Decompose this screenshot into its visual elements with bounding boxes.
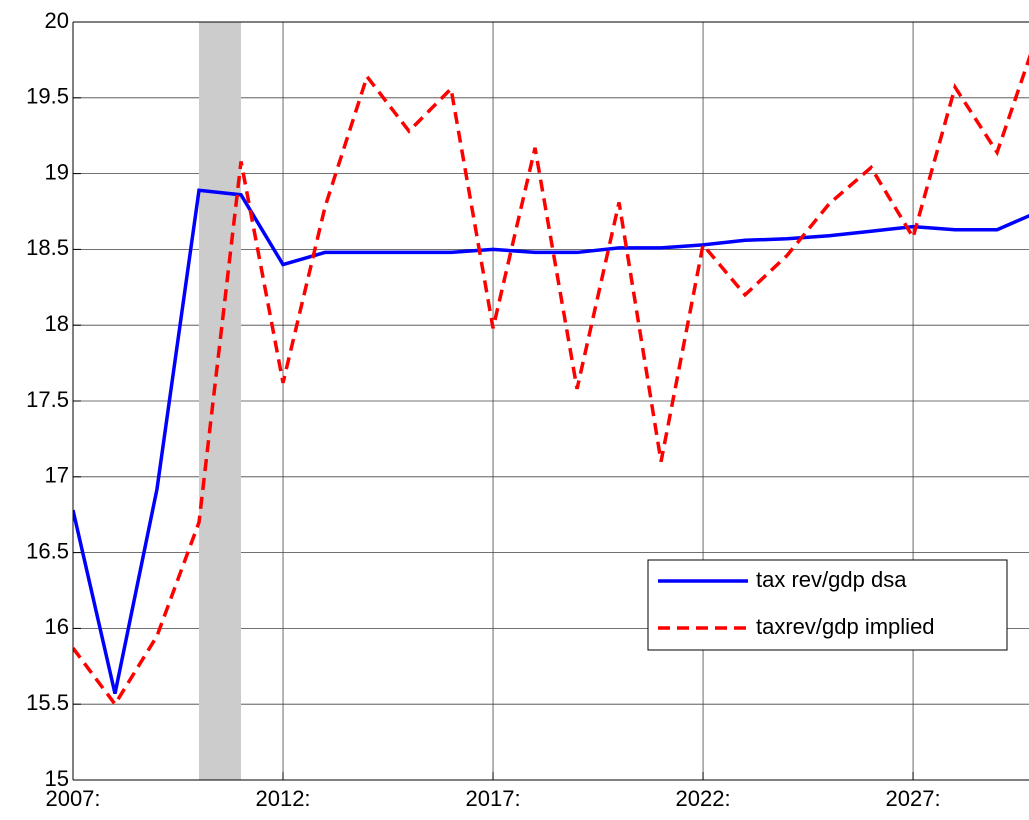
series-line	[73, 53, 1029, 708]
y-tick-label: 20	[45, 8, 69, 33]
y-tick-label: 19	[45, 159, 69, 184]
shaded-period	[199, 22, 242, 780]
plot-area	[73, 22, 1029, 780]
x-tick-label: 2012:	[255, 786, 310, 811]
y-tick-label: 16.5	[26, 538, 69, 563]
y-tick-label: 17.5	[26, 387, 69, 412]
axes: 15 15.5 16 16.5 17 17.5 18 18.5 19 19.5 20 2007: 201…	[26, 8, 1029, 811]
y-tick-label: 15	[45, 766, 69, 791]
x-tick-label: 2007:	[45, 786, 100, 811]
series-line	[73, 188, 1029, 694]
y-tick-label: 16	[45, 614, 69, 639]
y-tick-label: 18	[45, 311, 69, 336]
legend-label: tax rev/gdp dsa	[756, 567, 907, 592]
x-tick-label: 2027:	[886, 786, 941, 811]
y-tick-label: 19.5	[26, 84, 69, 109]
x-tick-label: 2022:	[676, 786, 731, 811]
x-tick-label: 2017:	[466, 786, 521, 811]
y-tick-label: 18.5	[26, 235, 69, 260]
legend-label: taxrev/gdp implied	[756, 614, 935, 639]
legend-box	[647, 559, 1008, 651]
y-tick-label: 17	[45, 463, 69, 488]
y-tick-label: 15.5	[26, 690, 69, 715]
